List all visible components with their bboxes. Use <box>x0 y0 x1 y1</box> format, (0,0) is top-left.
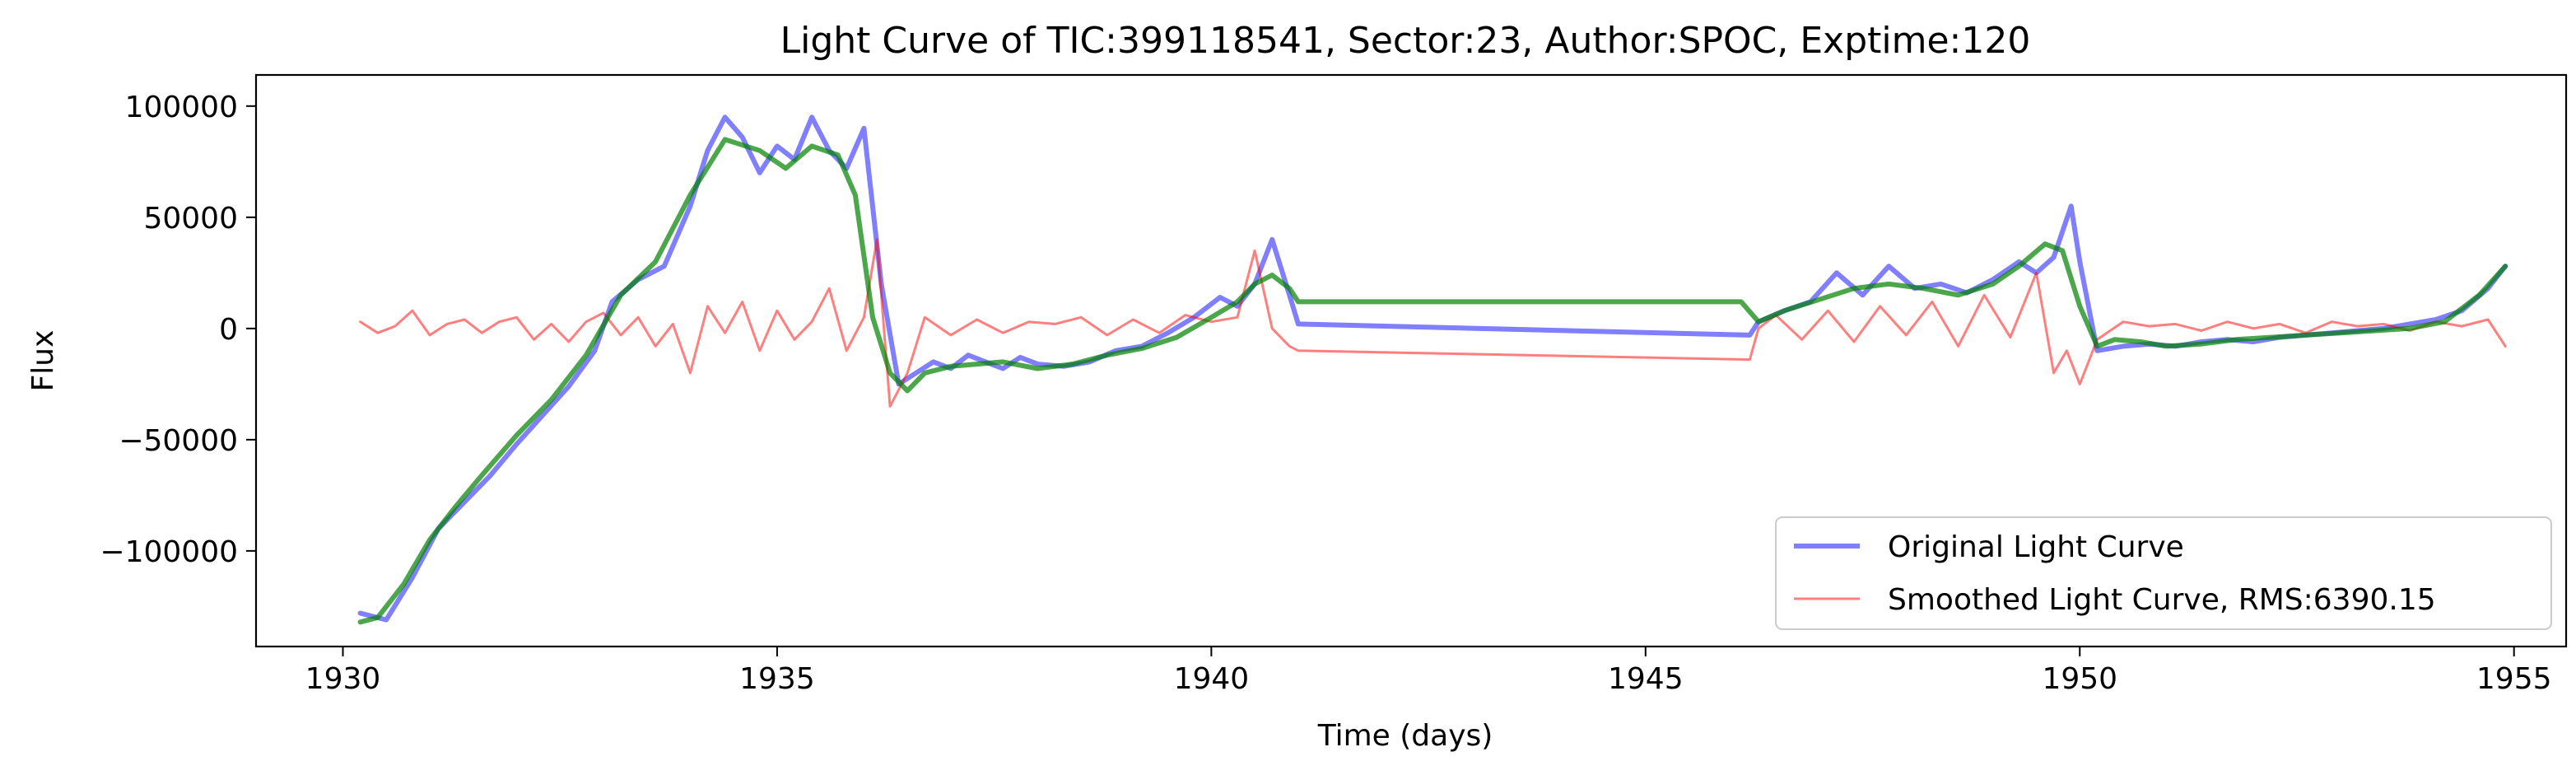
chart-title: Light Curve of TIC:399118541, Sector:23,… <box>780 20 2031 62</box>
series-line-trend <box>357 137 2508 625</box>
y-tick-label: 100000 <box>125 91 238 124</box>
x-tick-label: 1945 <box>1608 662 1684 696</box>
y-tick-label: −50000 <box>119 424 238 458</box>
x-tick-label: 1955 <box>2476 662 2552 696</box>
x-axis: 1930 1935 1940 1945 1950 1955 <box>305 647 2552 696</box>
x-tick-label: 1930 <box>305 662 381 696</box>
x-axis-label: Time (days) <box>1317 719 1493 753</box>
legend: Original Light Curve Smoothed Light Curv… <box>1775 516 2552 630</box>
plot-frame <box>254 73 2568 648</box>
series-layer <box>357 114 2508 625</box>
y-tick-label: 50000 <box>143 202 238 236</box>
legend-box <box>1775 516 2552 630</box>
x-tick-label: 1950 <box>2042 662 2117 696</box>
series-line-smoothed <box>359 238 2507 408</box>
legend-label-original: Original Light Curve <box>1888 530 2184 564</box>
y-tick-label: −100000 <box>100 535 238 569</box>
y-axis-label: Flux <box>26 330 60 392</box>
y-tick-label: 0 <box>219 313 238 347</box>
legend-label-smoothed: Smoothed Light Curve, RMS:6390.15 <box>1888 583 2436 617</box>
x-tick-label: 1935 <box>739 662 815 696</box>
y-axis: −100000 −50000 0 50000 100000 <box>100 91 256 569</box>
x-tick-label: 1940 <box>1174 662 1250 696</box>
